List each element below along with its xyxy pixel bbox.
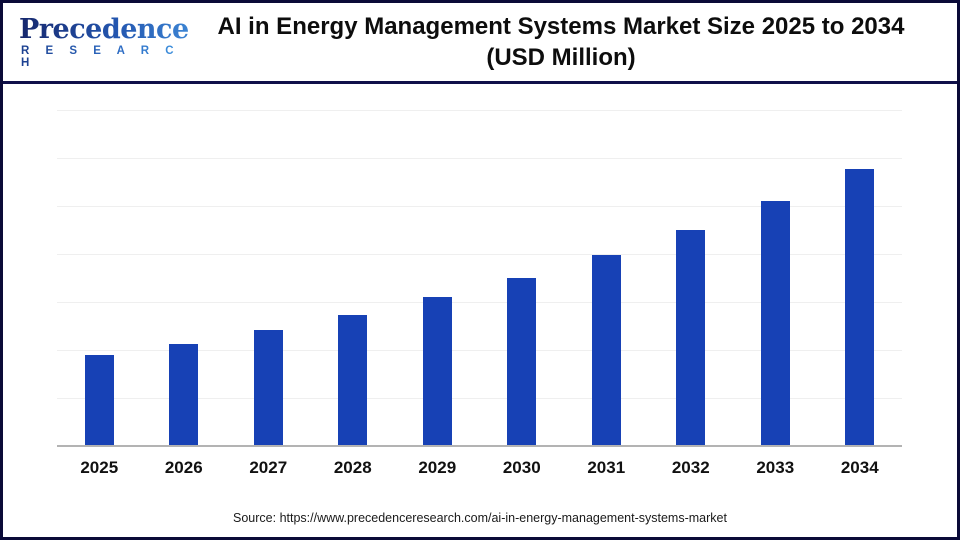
gridline	[57, 302, 902, 303]
x-label-2025: 2025	[80, 458, 119, 477]
page-title-line2: (USD Million)	[486, 44, 636, 71]
bar-slot-2026	[142, 101, 227, 445]
source-text: Source: https://www.precedenceresearch.c…	[233, 511, 727, 525]
bar-slot-2033	[733, 101, 818, 445]
bar-slot-2030	[480, 101, 565, 445]
bar-2026	[169, 344, 199, 445]
x-axis-line	[57, 445, 902, 447]
plot-area	[57, 101, 902, 447]
bar-2029	[422, 297, 452, 445]
bar-2030	[507, 278, 537, 445]
x-label-2034: 2034	[840, 458, 879, 477]
page-title: AI in Energy Management Systems Market S…	[199, 11, 957, 73]
x-label-2026: 2026	[164, 458, 203, 477]
logo-research-text: R E S E A R C H	[19, 45, 199, 69]
x-label-2028: 2028	[333, 458, 372, 477]
bar-slot-2034	[818, 101, 903, 445]
bar-slot-2025	[57, 101, 142, 445]
x-label-2033: 2033	[756, 458, 795, 477]
precedence-research-logo: Precedence R E S E A R C H	[3, 16, 199, 69]
page-title-line1: AI in Energy Management Systems Market S…	[217, 12, 905, 40]
x-label-2031: 2031	[587, 458, 626, 477]
gridline	[57, 350, 902, 351]
bar-2032	[676, 230, 706, 445]
bar-2025	[84, 355, 114, 445]
logo-brand-text: Precedence	[19, 16, 199, 43]
gridline	[57, 206, 902, 207]
gridline	[57, 254, 902, 255]
bar-2033	[760, 201, 790, 445]
x-label-2032: 2032	[671, 458, 710, 477]
x-label-2030: 2030	[502, 458, 541, 477]
x-label-2029: 2029	[418, 458, 457, 477]
bar-slot-2029	[395, 101, 480, 445]
bar-2034	[845, 169, 875, 445]
gridline	[57, 158, 902, 159]
bars-row	[57, 101, 902, 445]
bar-2031	[591, 255, 621, 445]
bar-chart: 2025 2026 2027 2028 2029 2030 2031 2032 2033 2034	[3, 101, 957, 478]
gridline	[57, 110, 902, 111]
gridline	[57, 398, 902, 399]
bar-slot-2027	[226, 101, 311, 445]
x-axis-labels: 2025 2026 2027 2028 2029 2030 2031 2032 2033 2034	[57, 447, 902, 478]
header: Precedence R E S E A R C H AI in Energy …	[3, 3, 957, 81]
bar-2027	[253, 330, 283, 445]
header-divider	[3, 81, 957, 84]
bar-slot-2031	[564, 101, 649, 445]
x-label-2027: 2027	[249, 458, 288, 477]
bar-2028	[338, 315, 368, 445]
bar-slot-2028	[311, 101, 396, 445]
bar-slot-2032	[649, 101, 734, 445]
